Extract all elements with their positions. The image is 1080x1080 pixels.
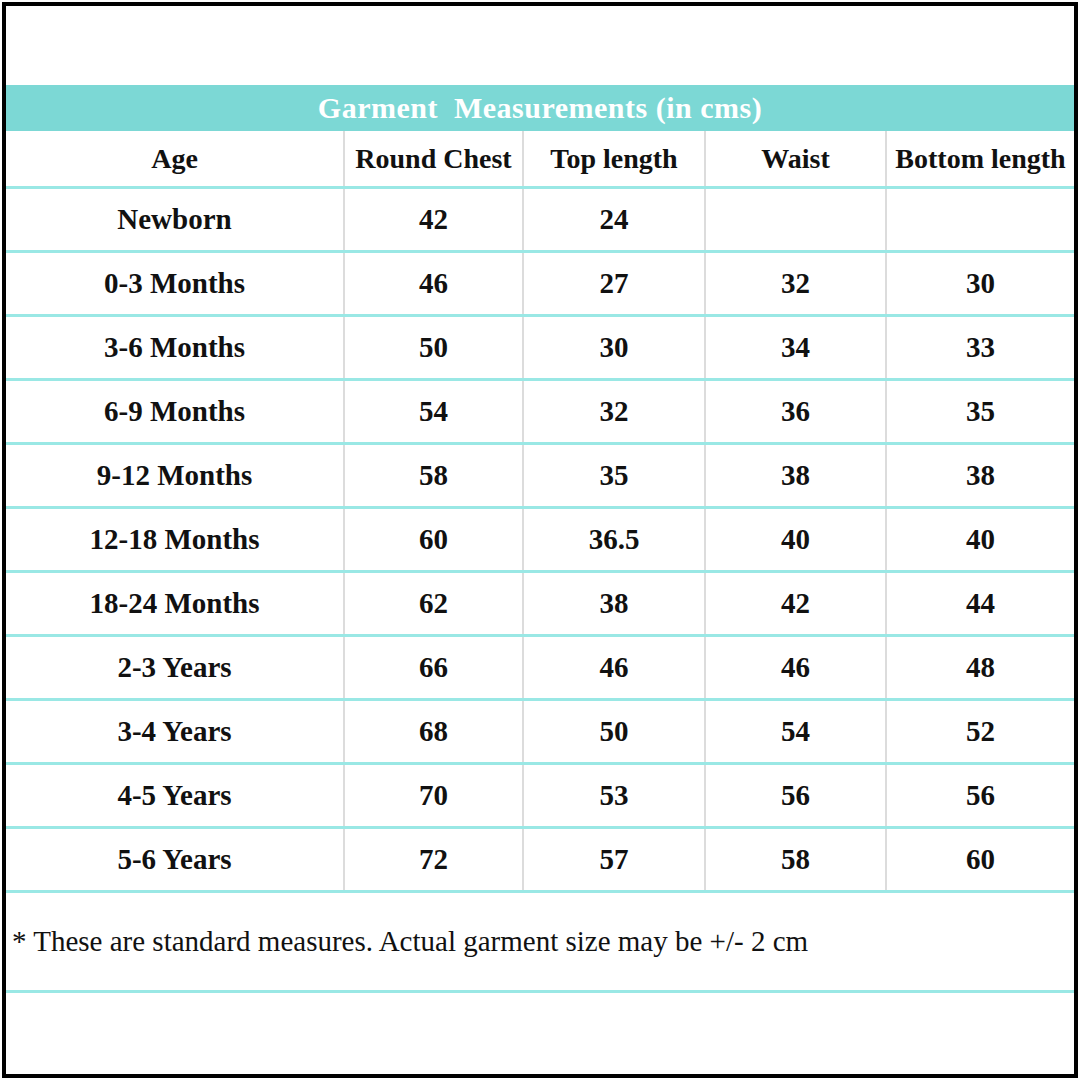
- waist-cell: 38: [704, 445, 885, 506]
- table-row: 12-18 Months 60 36.5 40 40: [6, 506, 1074, 570]
- table-row: 2-3 Years 66 46 46 48: [6, 634, 1074, 698]
- bottom-length-cell: 48: [885, 637, 1074, 698]
- age-cell: 6-9 Months: [6, 381, 343, 442]
- waist-cell: 56: [704, 765, 885, 826]
- table-row: 5-6 Years 72 57 58 60: [6, 826, 1074, 890]
- top-length-cell: 46: [522, 637, 704, 698]
- top-length-cell: 32: [522, 381, 704, 442]
- age-cell: 3-4 Years: [6, 701, 343, 762]
- table-row: 6-9 Months 54 32 36 35: [6, 378, 1074, 442]
- waist-cell: 46: [704, 637, 885, 698]
- round-chest-cell: 68: [343, 701, 522, 762]
- column-header-round-chest: Round Chest: [343, 131, 522, 186]
- bottom-length-cell: 52: [885, 701, 1074, 762]
- table-row: 18-24 Months 62 38 42 44: [6, 570, 1074, 634]
- column-header-top-length: Top length: [522, 131, 704, 186]
- round-chest-cell: 60: [343, 509, 522, 570]
- bottom-length-cell: 56: [885, 765, 1074, 826]
- round-chest-cell: 70: [343, 765, 522, 826]
- column-header-bottom-length: Bottom length: [885, 131, 1074, 186]
- size-chart-image: Garment Measurements (in cms) Age Round …: [0, 0, 1080, 1080]
- waist-cell: 42: [704, 573, 885, 634]
- table-header-row: Age Round Chest Top length Waist Bottom …: [6, 131, 1074, 186]
- top-length-cell: 50: [522, 701, 704, 762]
- round-chest-cell: 62: [343, 573, 522, 634]
- age-cell: 0-3 Months: [6, 253, 343, 314]
- waist-cell: 34: [704, 317, 885, 378]
- bottom-length-cell: 33: [885, 317, 1074, 378]
- waist-cell: 40: [704, 509, 885, 570]
- chart-frame: Garment Measurements (in cms) Age Round …: [2, 2, 1078, 1078]
- bottom-length-cell: [885, 189, 1074, 250]
- bottom-length-cell: 30: [885, 253, 1074, 314]
- round-chest-cell: 72: [343, 829, 522, 890]
- table-title: Garment Measurements (in cms): [318, 91, 762, 125]
- round-chest-cell: 54: [343, 381, 522, 442]
- age-cell: Newborn: [6, 189, 343, 250]
- table-row: 3-4 Years 68 50 54 52: [6, 698, 1074, 762]
- age-cell: 18-24 Months: [6, 573, 343, 634]
- top-length-cell: 36.5: [522, 509, 704, 570]
- waist-cell: 32: [704, 253, 885, 314]
- bottom-length-cell: 38: [885, 445, 1074, 506]
- table-row: 3-6 Months 50 30 34 33: [6, 314, 1074, 378]
- top-length-cell: 24: [522, 189, 704, 250]
- table-title-bar: Garment Measurements (in cms): [6, 85, 1074, 131]
- round-chest-cell: 50: [343, 317, 522, 378]
- round-chest-cell: 42: [343, 189, 522, 250]
- age-cell: 5-6 Years: [6, 829, 343, 890]
- top-length-cell: 53: [522, 765, 704, 826]
- top-length-cell: 35: [522, 445, 704, 506]
- waist-cell: 54: [704, 701, 885, 762]
- bottom-length-cell: 44: [885, 573, 1074, 634]
- column-header-waist: Waist: [704, 131, 885, 186]
- footnote-row: * These are standard measures. Actual ga…: [6, 890, 1074, 993]
- table-row: 0-3 Months 46 27 32 30: [6, 250, 1074, 314]
- age-cell: 9-12 Months: [6, 445, 343, 506]
- bottom-length-cell: 60: [885, 829, 1074, 890]
- footnote-text: * These are standard measures. Actual ga…: [12, 925, 808, 958]
- top-length-cell: 57: [522, 829, 704, 890]
- waist-cell: 58: [704, 829, 885, 890]
- age-cell: 12-18 Months: [6, 509, 343, 570]
- age-cell: 2-3 Years: [6, 637, 343, 698]
- round-chest-cell: 58: [343, 445, 522, 506]
- waist-cell: 36: [704, 381, 885, 442]
- table-row: 9-12 Months 58 35 38 38: [6, 442, 1074, 506]
- age-cell: 4-5 Years: [6, 765, 343, 826]
- bottom-length-cell: 35: [885, 381, 1074, 442]
- age-cell: 3-6 Months: [6, 317, 343, 378]
- bottom-length-cell: 40: [885, 509, 1074, 570]
- table-row: Newborn 42 24: [6, 186, 1074, 250]
- round-chest-cell: 46: [343, 253, 522, 314]
- top-length-cell: 27: [522, 253, 704, 314]
- waist-cell: [704, 189, 885, 250]
- table-body: Newborn 42 24 0-3 Months 46 27 32 30 3-6…: [6, 186, 1074, 890]
- round-chest-cell: 66: [343, 637, 522, 698]
- top-length-cell: 38: [522, 573, 704, 634]
- column-header-age: Age: [6, 131, 343, 186]
- table-row: 4-5 Years 70 53 56 56: [6, 762, 1074, 826]
- top-length-cell: 30: [522, 317, 704, 378]
